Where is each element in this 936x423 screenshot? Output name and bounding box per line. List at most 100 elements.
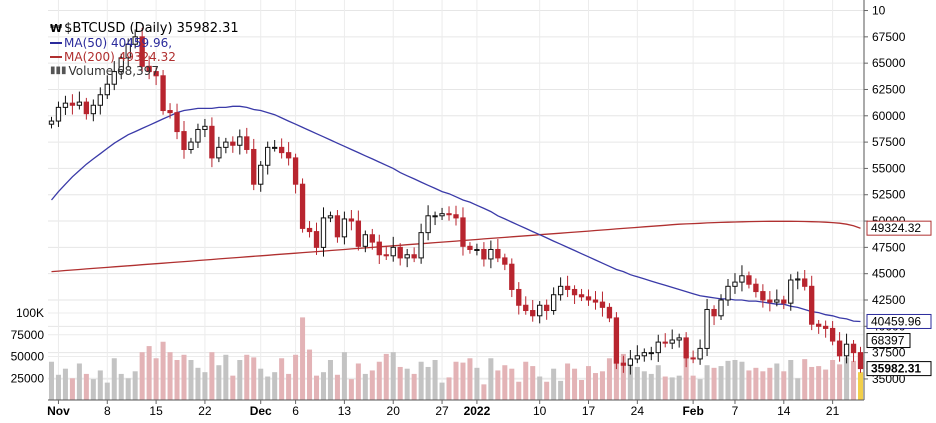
candle-up (439, 213, 445, 217)
volume-bar (327, 360, 333, 400)
price-tick-label: 10 (872, 4, 886, 18)
volume-bar (606, 358, 612, 400)
candle-up (739, 275, 745, 283)
volume-bar (460, 362, 466, 400)
volume-bar (599, 371, 605, 400)
candle-up (327, 215, 334, 219)
candle-down (857, 352, 864, 370)
candle-down (453, 214, 459, 219)
volume-bars-icon: ▮▮▮ (50, 65, 67, 76)
volume-bar (809, 366, 815, 400)
volume-label: Volume 68,397 (68, 64, 159, 78)
volume-bar (293, 354, 299, 400)
date-tick-label: 2022 (464, 404, 491, 418)
volume-bar (307, 349, 313, 400)
ma50-swatch (50, 42, 62, 44)
volume-bar (369, 370, 375, 400)
candle-down (690, 357, 696, 360)
price-y-axis: 1067500650006250060000575005500052500500… (864, 4, 906, 386)
ma200-label: MA(200) 49324.32 (64, 50, 176, 64)
candle-up (390, 246, 396, 257)
value-badge-text: 40459.96 (871, 314, 921, 328)
candle-down (711, 308, 717, 317)
candle-down (467, 245, 473, 250)
volume-bar (237, 360, 243, 400)
candle-down (836, 340, 843, 357)
volume-bar (537, 376, 543, 400)
candle-down (760, 291, 766, 301)
candle-up (125, 43, 131, 59)
volume-bar (146, 346, 152, 400)
candle-up (634, 355, 640, 360)
legend-ma50: MA(50) 40459.96, (50, 36, 239, 50)
candle-up (704, 308, 710, 349)
volume-bar (69, 378, 75, 400)
volume-bar (620, 353, 626, 400)
volume-bar (781, 371, 787, 400)
volume-bar (55, 374, 61, 400)
candle-up (676, 337, 682, 341)
value-badge-box (866, 333, 911, 349)
candle-up (648, 352, 654, 355)
candle-down (278, 146, 285, 154)
candle-up (202, 125, 208, 130)
ma200-line (51, 220, 861, 273)
candle-up (732, 281, 738, 287)
volume-bar (732, 360, 738, 400)
candle-down (850, 343, 857, 354)
volume-bar (139, 352, 145, 400)
volume-bars (48, 317, 864, 400)
volume-bar (516, 381, 522, 400)
candle-down (446, 213, 452, 216)
candle-down (313, 231, 320, 248)
volume-bar (823, 369, 829, 400)
candle-down (285, 152, 292, 159)
candle-up (774, 299, 780, 303)
price-tick-label: 60000 (872, 109, 906, 123)
candle-down (578, 294, 585, 298)
volume-bar (634, 366, 640, 400)
price-tick-label: 45000 (872, 267, 906, 281)
volume-tick-label: 25000 (11, 371, 45, 385)
candle-up (795, 278, 801, 281)
volume-bar (544, 381, 550, 400)
price-tick-label: 42500 (872, 293, 906, 307)
price-tick-label: 65000 (872, 56, 906, 70)
volume-bar (669, 377, 675, 400)
date-tick-label: Dec (250, 404, 272, 418)
candle-down (83, 101, 90, 115)
candle-down (411, 254, 417, 259)
volume-bar (167, 352, 173, 400)
price-tick-label: 62500 (872, 82, 906, 96)
date-tick-label: 14 (777, 404, 791, 418)
volume-bar (195, 367, 201, 400)
price-tick-label: 67500 (872, 30, 906, 44)
volume-bar (383, 353, 389, 400)
volume-bar (418, 361, 424, 400)
candle-up (537, 304, 543, 317)
volume-bar (627, 363, 633, 400)
candle-down (822, 325, 829, 329)
volume-bar (125, 378, 131, 400)
candle-down (481, 248, 487, 260)
candle-up (418, 232, 424, 259)
price-tick-label: 47500 (872, 240, 906, 254)
candle-down (167, 110, 173, 114)
volume-bar (690, 375, 696, 400)
volume-bar (118, 373, 124, 400)
candle-down (523, 304, 529, 312)
volume-bar (704, 365, 710, 400)
value-badge-box (866, 361, 932, 377)
candle-up (265, 146, 271, 166)
chart-title: $BTCUSD (Daily) 35982.31 (64, 21, 239, 36)
candle-down (753, 283, 759, 293)
date-tick-label: 10 (533, 404, 547, 418)
value-badge-text: 68397 (871, 334, 905, 348)
volume-bar (509, 368, 515, 400)
chart-legend: ₩ $BTCUSD (Daily) 35982.31 MA(50) 40459.… (50, 22, 239, 78)
candle-up (788, 279, 794, 304)
volume-bar (795, 378, 801, 400)
candle-down (816, 323, 822, 327)
volume-bar (216, 365, 222, 400)
